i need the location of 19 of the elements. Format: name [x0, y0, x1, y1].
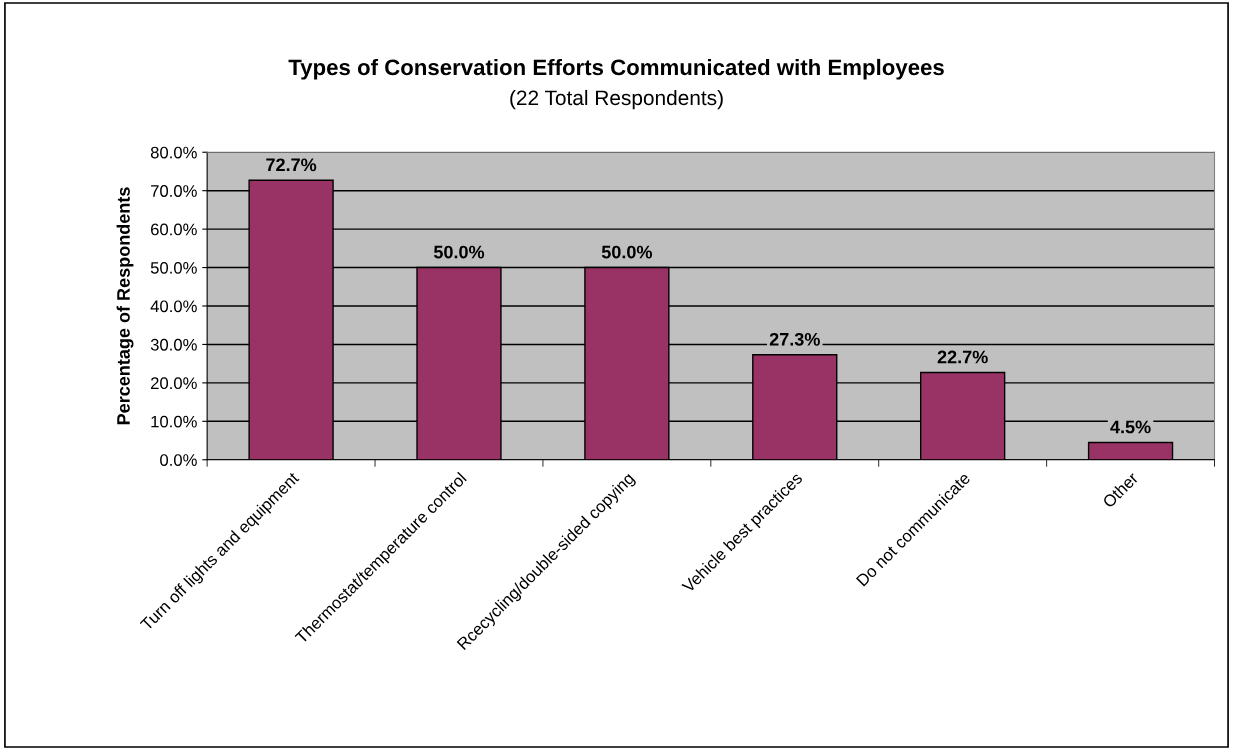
chart-subtitle: (22 Total Respondents) [510, 89, 723, 110]
y-tick-label: 60.0% [151, 223, 197, 236]
y-tick-label: 70.0% [151, 185, 197, 197]
data-label: 72.7% [266, 158, 317, 172]
y-tick-label: 20.0% [151, 377, 197, 390]
y-tick-label: 30.0% [150, 338, 197, 351]
chart-title: Types of Conservation Efforts Communicated with Employees [288, 58, 944, 80]
data-label: 50.0% [433, 245, 485, 259]
y-tick-label: 40.0% [150, 300, 197, 313]
data-label: 50.0% [601, 245, 652, 259]
y-tick-label: 50.0% [150, 261, 197, 274]
y-tick-label: 10.0% [151, 415, 197, 428]
data-label: 4.5% [1110, 420, 1151, 434]
data-label: 22.7% [937, 350, 988, 364]
bar [1087, 441, 1174, 460]
data-label: 27.3% [769, 332, 820, 346]
y-tick-label: 0.0% [160, 454, 197, 466]
y-axis-title: Percentage of Respondents [116, 187, 134, 425]
y-tick-label: 80.0% [150, 146, 197, 159]
